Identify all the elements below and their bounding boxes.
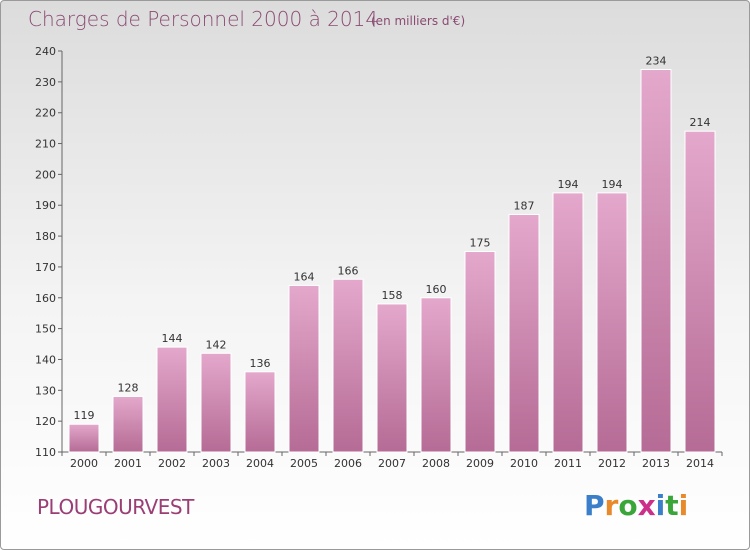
x-tick-label: 2007 (378, 457, 406, 470)
bar-value-label: 194 (602, 178, 623, 191)
y-tick-label: 140 (35, 353, 56, 366)
y-tick-label: 170 (35, 261, 56, 274)
bar-value-label: 160 (426, 283, 447, 296)
bar-2001 (112, 395, 144, 453)
bar-value-label: 234 (646, 55, 667, 68)
x-tick-label: 2003 (202, 457, 230, 470)
commune-name: PLOUGOURVEST (37, 495, 194, 519)
x-tick-label: 2001 (114, 457, 142, 470)
bar-value-label: 128 (118, 381, 139, 394)
x-tick-label: 2008 (422, 457, 450, 470)
y-tick-label: 190 (35, 199, 56, 212)
chart-subtitle: (en milliers d'€) (371, 14, 466, 28)
y-tick-label: 160 (35, 292, 56, 305)
bar-value-label: 214 (690, 116, 711, 129)
y-tick-label: 210 (35, 138, 56, 151)
logo-letter: x (637, 489, 656, 522)
bar-2008 (420, 297, 452, 453)
bar-value-label: 119 (74, 409, 95, 422)
x-tick-label: 2002 (158, 457, 186, 470)
bar-value-label: 144 (162, 332, 183, 345)
logo-letter: i (655, 489, 666, 522)
logo-letter: o (618, 489, 638, 522)
bar-value-label: 175 (470, 237, 491, 250)
proxiti-logo: Proxiti (584, 489, 688, 522)
x-tick-label: 2010 (510, 457, 538, 470)
bar-2007 (376, 303, 408, 453)
y-tick-label: 130 (35, 384, 56, 397)
bar-value-label: 142 (206, 338, 227, 351)
bar-2014 (684, 130, 716, 453)
bar-value-label: 166 (338, 264, 359, 277)
bar-2005 (288, 284, 320, 453)
bar-2009 (464, 251, 496, 453)
bar-2004 (244, 371, 276, 453)
bar-2006 (332, 278, 364, 453)
bar-value-label: 158 (382, 289, 403, 302)
bar-2012 (596, 192, 628, 453)
bar-2011 (552, 192, 584, 453)
y-tick-label: 230 (35, 76, 56, 89)
x-tick-label: 2009 (466, 457, 494, 470)
x-tick-label: 2013 (642, 457, 670, 470)
bar-2010 (508, 213, 540, 453)
logo-letter: P (584, 489, 605, 522)
y-tick-label: 200 (35, 168, 56, 181)
y-tick-label: 150 (35, 323, 56, 336)
x-tick-label: 2014 (686, 457, 714, 470)
bar-value-label: 194 (558, 178, 579, 191)
x-tick-label: 2011 (554, 457, 582, 470)
x-tick-label: 2000 (70, 457, 98, 470)
bar-value-label: 187 (514, 199, 535, 212)
logo-letter: i (678, 489, 689, 522)
bar-2013 (640, 69, 672, 453)
bar-2002 (156, 346, 188, 453)
x-tick-label: 2006 (334, 457, 362, 470)
y-tick-label: 120 (35, 415, 56, 428)
bar-value-label: 136 (250, 357, 271, 370)
chart-title: Charges de Personnel 2000 à 2014 (28, 7, 379, 31)
bar-2000 (68, 423, 100, 453)
x-tick-label: 2005 (290, 457, 318, 470)
logo-letter: t (665, 489, 679, 522)
y-tick-label: 240 (35, 45, 56, 58)
y-tick-label: 220 (35, 107, 56, 120)
bar-2003 (200, 352, 232, 453)
x-tick-label: 2004 (246, 457, 274, 470)
logo-letter: r (604, 489, 619, 522)
y-tick-label: 110 (35, 446, 56, 459)
y-tick-label: 180 (35, 230, 56, 243)
bar-value-label: 164 (294, 270, 315, 283)
x-tick-label: 2012 (598, 457, 626, 470)
